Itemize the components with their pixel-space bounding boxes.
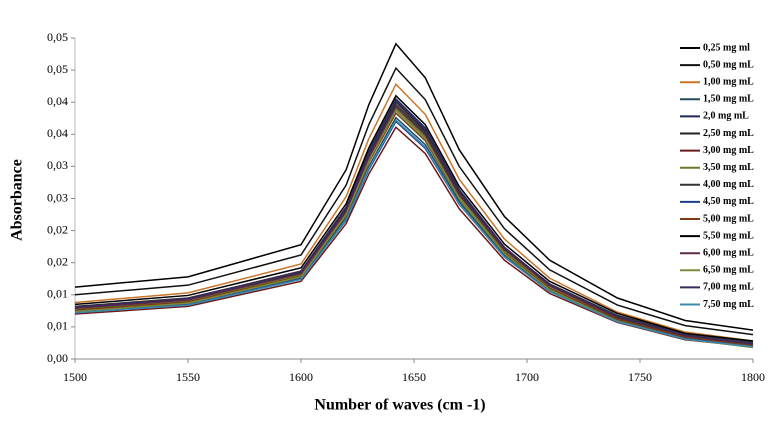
data-line (74, 120, 754, 347)
legend-label: 7,50 mg mL (703, 299, 754, 310)
data-line (74, 42, 754, 331)
y-tick-label: 0,02 (47, 222, 68, 236)
data-line (74, 66, 754, 336)
y-tick-label: 0,02 (47, 254, 68, 268)
legend-label: 5,00 mg mL (703, 213, 754, 224)
legend-label: 0,25 mg ml (703, 42, 750, 53)
x-tick-label: 1800 (741, 370, 765, 384)
legend-label: 4,50 mg mL (703, 196, 754, 207)
data-line (74, 116, 754, 346)
legend-label: 6,50 mg mL (703, 265, 754, 276)
y-tick-label: 0,05 (47, 62, 68, 76)
y-tick-label: 0,01 (47, 319, 68, 333)
data-line (74, 94, 754, 342)
legend-label: 2,0 mg mL (703, 111, 749, 122)
x-tick-label: 1550 (176, 370, 200, 384)
legend-label: 7,00 mg mL (703, 282, 754, 293)
y-axis-label: Absorbance (9, 159, 26, 241)
legend-label: 3,50 mg mL (703, 162, 754, 173)
data-line (74, 109, 754, 349)
y-tick-label: 0,05 (47, 30, 68, 44)
y-tick-label: 0,01 (47, 287, 68, 301)
legend-label: 4,00 mg mL (703, 179, 754, 190)
data-line (74, 82, 754, 342)
x-tick-label: 1700 (515, 370, 539, 384)
x-axis-label: Number of waves (cm -1) (314, 397, 485, 414)
x-tick-label: 1750 (628, 370, 652, 384)
y-tick-label: 0,03 (47, 158, 68, 172)
data-line (74, 111, 754, 347)
data-line (74, 99, 754, 345)
x-tick-label: 1500 (63, 370, 87, 384)
legend-label: 0,50 mg mL (703, 59, 754, 70)
legend-label: 1,00 mg mL (703, 76, 754, 87)
x-tick-label: 1600 (289, 370, 313, 384)
y-tick-label: 0,03 (47, 190, 68, 204)
legend-label: 1,50 mg mL (703, 94, 754, 105)
legend-label: 6,00 mg mL (703, 247, 754, 258)
y-tick-label: 0,00 (47, 351, 68, 365)
data-line (74, 126, 754, 348)
legend-label: 2,50 mg mL (703, 128, 754, 139)
data-line (74, 118, 754, 348)
legend-label: 3,00 mg mL (703, 145, 754, 156)
y-tick-label: 0,04 (47, 94, 68, 108)
y-tick-label: 0,04 (47, 126, 68, 140)
x-tick-label: 1650 (402, 370, 426, 384)
legend-label: 5,50 mg mL (703, 230, 754, 241)
